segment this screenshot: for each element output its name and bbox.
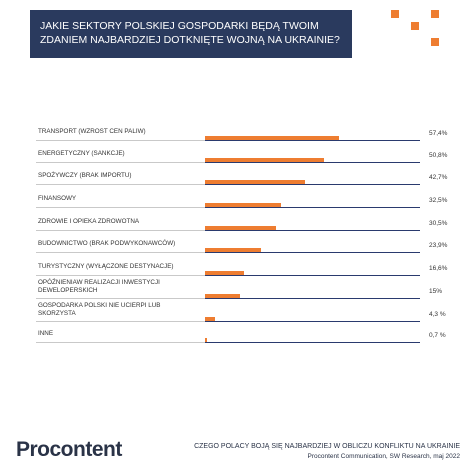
label-underline <box>36 230 205 231</box>
bar <box>205 271 244 275</box>
bar <box>205 317 216 321</box>
bar <box>205 294 241 298</box>
value-label: 50,8% <box>429 152 448 159</box>
decoration <box>431 38 439 46</box>
category-label: TRANSPORT (WZROST CEN PALIW) <box>38 128 146 135</box>
value-label: 30,5% <box>429 220 448 227</box>
decoration <box>431 10 439 18</box>
category-label: GOSPODARKA POLSKI NIE UCIERPI LUB SKORZY… <box>38 302 161 317</box>
label-underline <box>36 184 205 185</box>
bar <box>205 226 277 230</box>
decoration <box>391 10 399 18</box>
bar-track <box>205 298 420 299</box>
bar-track <box>205 140 420 141</box>
bar-track <box>205 252 420 253</box>
bar-track <box>205 230 420 231</box>
value-label: 16,6% <box>429 265 448 272</box>
label-underline <box>36 252 205 253</box>
chart-title: JAKIE SEKTORY POLSKIEJ GOSPODARKI BĘDĄ T… <box>30 10 352 58</box>
label-underline <box>36 207 205 208</box>
category-label: TURYSTYCZNY (WYŁĄCZONE DESTYNACJE) <box>38 263 174 270</box>
value-label: 15% <box>429 288 443 295</box>
bar <box>205 180 305 184</box>
label-underline <box>36 275 205 276</box>
category-label: BUDOWNICTWO (BRAK PODWYKONAWCÓW) <box>38 240 176 247</box>
label-underline <box>36 140 205 141</box>
bar-track <box>205 275 420 276</box>
category-label: OPÓŹNIENIAW REALIZACJI INWESTYCJI DEWELO… <box>38 279 160 294</box>
value-label: 32,5% <box>429 197 448 204</box>
value-label: 57,4% <box>429 130 448 137</box>
value-label: 0,7 % <box>429 332 446 339</box>
value-label: 4,3 % <box>429 311 446 318</box>
decoration <box>411 22 419 30</box>
bar <box>205 158 324 162</box>
bar-track <box>205 184 420 185</box>
label-underline <box>36 342 205 343</box>
bar <box>205 136 340 140</box>
label-underline <box>36 298 205 299</box>
category-label: SPOŻYWCZY (BRAK IMPORTU) <box>38 172 132 179</box>
bar <box>205 338 207 342</box>
bar-track <box>205 207 420 208</box>
category-label: ZDROWIE I OPIEKA ZDROWOTNA <box>38 218 140 225</box>
category-label: FINANSOWY <box>38 195 77 202</box>
label-underline <box>36 321 205 322</box>
logo: Procontent <box>16 438 122 461</box>
category-label: INNE <box>38 330 54 337</box>
bar-track <box>205 321 420 322</box>
bar <box>205 248 261 252</box>
value-label: 23,9% <box>429 242 448 249</box>
value-label: 42,7% <box>429 174 448 181</box>
footer-title: CZEGO POLACY BOJĄ SIĘ NAJBARDZIEJ W OBLI… <box>194 443 460 450</box>
footer-source: Procontent Communication, SW Research, m… <box>307 453 460 460</box>
bar <box>205 203 282 207</box>
bar-track <box>205 162 420 163</box>
label-underline <box>36 162 205 163</box>
bar-track <box>205 342 420 343</box>
category-label: ENERGETYCZNY (SANKCJE) <box>38 150 125 157</box>
